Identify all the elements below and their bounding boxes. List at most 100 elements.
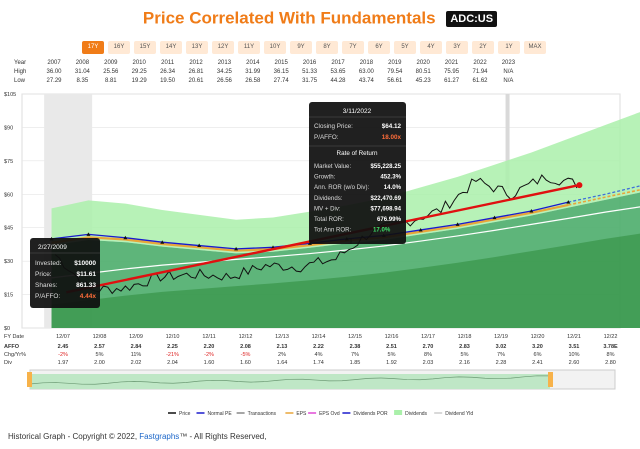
tab-9y[interactable]: 9Y [290, 41, 312, 54]
year-cell-2011: 2011 [161, 60, 175, 66]
tab-4y[interactable]: 4Y [420, 41, 442, 54]
fy-date-cell: 12/08 [93, 334, 107, 340]
year-cell-2008: 2008 [75, 60, 90, 66]
tab-3y[interactable]: 3Y [446, 41, 468, 54]
affo-label: AFFO [4, 344, 20, 350]
legend-item: EPS [296, 411, 307, 417]
fy-date-cell: 12/11 [202, 334, 215, 340]
affo-cell: 2.08 [240, 344, 251, 350]
low-cell-2016: 31.75 [302, 78, 318, 84]
affo-cell: 2.57 [94, 344, 105, 350]
div-cell: 2.28 [496, 360, 507, 366]
tab-16y[interactable]: 16Y [108, 41, 130, 54]
fy-date-cell: 12/15 [348, 334, 362, 340]
tooltip-left-label: Price: [35, 271, 52, 278]
tab-5y[interactable]: 5Y [394, 41, 416, 54]
footer-suffix: ™ - All Rights Reserved, [179, 432, 267, 441]
tab-8y[interactable]: 8Y [316, 41, 338, 54]
tooltip-ror-label: Growth: [314, 174, 336, 181]
chg-label: Chg/Yr% [4, 352, 26, 358]
affo-cell: 2.45 [58, 344, 69, 350]
tab-12y[interactable]: 12Y [212, 41, 234, 54]
navigator-handle-left [27, 372, 32, 387]
high-cell-2014: 31.99 [245, 69, 261, 75]
low-cell-2017: 44.28 [330, 78, 346, 84]
tooltip-left-value: $10000 [74, 260, 96, 267]
low-cell-2011: 19.50 [160, 78, 176, 84]
tooltip-ror-value: 676.99% [377, 216, 402, 223]
low-cell-2022: 61.62 [472, 78, 488, 84]
navigator-handle-right [548, 372, 553, 387]
tooltip-right-date: 3/11/2022 [343, 108, 372, 115]
affo-cell: 3.20 [532, 344, 543, 350]
recession-band-2020 [505, 94, 510, 189]
high-cell-2016: 51.33 [302, 69, 318, 75]
tooltip-right-value: $64.12 [382, 123, 402, 130]
fy-date-cell: 12/16 [385, 334, 399, 340]
y-tick-label: $60 [4, 192, 13, 198]
div-cell: 1.60 [240, 360, 251, 366]
fy-date-cell: 12/12 [239, 334, 253, 340]
tooltip-ror-label: Market Value: [314, 163, 351, 170]
year-cell-2019: 2019 [388, 60, 402, 66]
fy-date-label: FY Date [4, 334, 24, 340]
tab-6y[interactable]: 6Y [368, 41, 390, 54]
year-cell-2014: 2014 [246, 60, 260, 66]
tab-7y[interactable]: 7Y [342, 41, 364, 54]
eps-marker [455, 222, 460, 226]
tab-10y[interactable]: 10Y [264, 41, 286, 54]
legend-item: Transactions [248, 411, 277, 417]
year-cell-2009: 2009 [104, 60, 118, 66]
tab-max[interactable]: MAX [524, 41, 546, 54]
tab-17y[interactable]: 17Y [82, 41, 104, 54]
eps-marker [160, 240, 165, 244]
legend-item: Dividends [405, 411, 427, 417]
tooltip-right-section: Rate of Return [337, 150, 378, 157]
tab-14y[interactable]: 14Y [160, 41, 182, 54]
high-cell-2019: 79.54 [387, 69, 403, 75]
tooltip-ror-label: MV + Div: [314, 205, 341, 212]
high-row-label: High [14, 69, 27, 75]
low-cell-2010: 19.29 [131, 78, 147, 84]
low-cell-2023: N/A [503, 78, 514, 84]
footer-brand-link[interactable]: Fastgraphs [139, 432, 180, 441]
low-cell-2018: 43.74 [358, 78, 374, 84]
high-cell-2012: 26.81 [188, 69, 204, 75]
legend-item: Dividend Yld [445, 411, 473, 417]
tab-2y[interactable]: 2Y [472, 41, 494, 54]
tooltip-ror-label: Total ROR: [314, 216, 344, 223]
chg-cell: 5% [461, 352, 469, 358]
tab-13y[interactable]: 13Y [186, 41, 208, 54]
chg-cell: 4% [315, 352, 323, 358]
tab-1y[interactable]: 1Y [498, 41, 520, 54]
eps-marker [123, 235, 128, 240]
div-cell: 2.41 [532, 360, 543, 366]
eps-marker [566, 200, 571, 204]
tooltip-ror-label: Tot Ann ROR: [314, 227, 352, 234]
fy-date-cell: 12/17 [421, 334, 435, 340]
footer-prefix: Historical Graph - Copyright © 2022, [8, 432, 140, 441]
legend-swatch [394, 410, 403, 415]
high-cell-2017: 53.65 [330, 69, 346, 75]
tab-15y[interactable]: 15Y [134, 41, 156, 54]
affo-cell: 2.51 [386, 344, 397, 350]
chg-cell: 5% [388, 352, 396, 358]
fy-date-cell: 12/21 [567, 334, 581, 340]
high-cell-2010: 29.25 [131, 69, 147, 75]
chg-cell: -21% [166, 352, 179, 358]
eps-marker [529, 209, 534, 213]
year-cell-2016: 2016 [302, 60, 317, 66]
div-cell: 2.60 [569, 360, 580, 366]
tooltip-left-label: Shares: [35, 282, 58, 289]
chart-title: Price Correlated With Fundamentals ADC:U… [0, 8, 640, 29]
chg-cell: 7% [351, 352, 359, 358]
timeframe-tabs: 17Y 16Y 15Y 14Y 13Y 12Y 11Y 10Y 9Y 8Y 7Y 6Y 5Y 4Y 3Y 2Y… [82, 41, 550, 54]
eps-marker [197, 243, 202, 248]
high-cell-2023: N/A [503, 69, 514, 75]
tab-11y[interactable]: 11Y [238, 41, 260, 54]
tooltip-ror-value: $77,698.94 [371, 205, 402, 212]
tooltip-right-box [309, 102, 406, 244]
high-cell-2011: 26.34 [160, 69, 176, 75]
year-cell-2012: 2012 [189, 60, 203, 66]
tooltip-left-value: 4.44x [80, 293, 97, 300]
